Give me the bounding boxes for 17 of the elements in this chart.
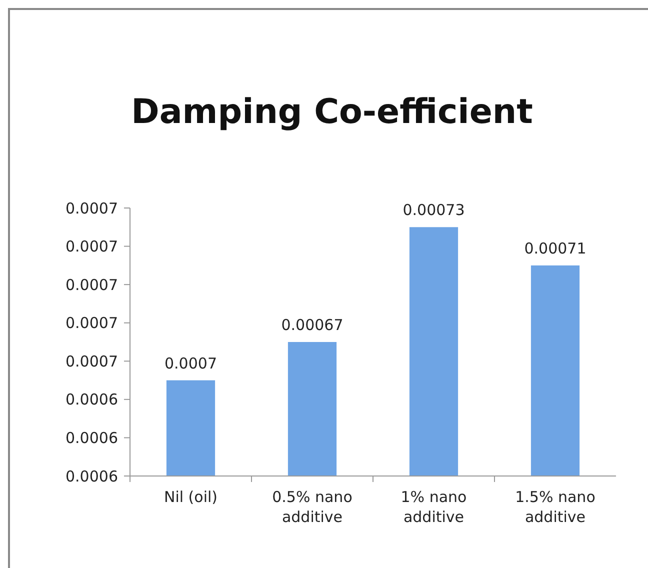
data-label: 0.00071 [524, 239, 586, 258]
y-tick-label: 0.0007 [66, 352, 118, 370]
x-tick-label: 0.5% nano additive [272, 488, 352, 526]
chart-title: Damping Co-efficient [131, 92, 533, 132]
y-tick-label: 0.0006 [66, 467, 118, 486]
y-tick-label: 0.0007 [66, 238, 118, 256]
x-tick-label: 1% nano additive [400, 488, 467, 526]
x-tick-label: 1.5% nano additive [515, 488, 596, 526]
data-label: 0.00067 [281, 316, 344, 334]
y-tick-label: 0.0007 [66, 199, 118, 218]
y-tick-label: 0.0007 [66, 276, 118, 294]
y-tick-label: 0.0006 [66, 428, 118, 447]
x-tick-label: Nil (oil) [164, 488, 218, 506]
data-label: 0.00073 [402, 201, 465, 220]
y-tick-label: 0.0006 [66, 390, 118, 409]
data-label: 0.0007 [164, 354, 217, 372]
y-tick-label: 0.0007 [66, 314, 118, 332]
